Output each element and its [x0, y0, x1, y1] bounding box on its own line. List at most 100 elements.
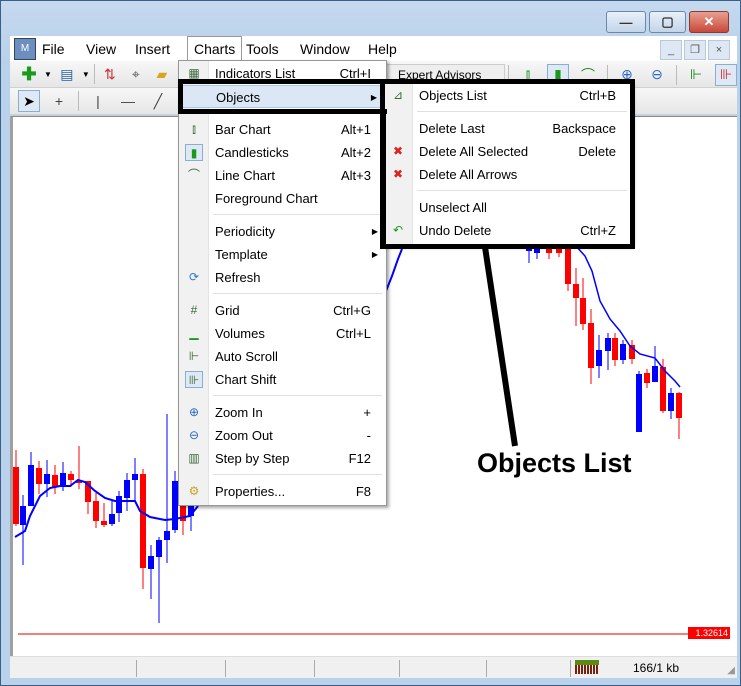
candle-body	[588, 323, 594, 368]
menu-item-shortcut: -	[366, 428, 371, 443]
candle-body	[76, 481, 82, 483]
menu-window[interactable]: Window	[300, 41, 350, 57]
resize-grip-icon[interactable]: ◢	[727, 665, 735, 676]
status-bar: 166/1 kb ◢	[10, 656, 737, 678]
candle-body	[20, 506, 26, 525]
mdi-close-button[interactable]: ×	[708, 40, 730, 60]
mdi-minimize-button[interactable]: _	[660, 40, 682, 60]
bar-chart-icon[interactable]: ⫾	[525, 66, 531, 82]
menu-item-label: Auto Scroll	[215, 349, 278, 364]
menu-item-objects-list[interactable]: ⊿ Objects List Ctrl+B	[385, 84, 629, 107]
line-chart-icon[interactable]: ⌒	[581, 66, 595, 83]
candle-body	[124, 480, 130, 498]
candle-body	[636, 374, 642, 432]
menu-item-delete-all-arrows[interactable]: ✖ Delete All Arrows	[385, 163, 629, 186]
candle-body	[28, 465, 34, 506]
menu-item-shortcut: Alt+1	[341, 122, 371, 137]
new-chart-icon[interactable]: ✚	[21, 63, 37, 84]
horizontal-line-icon[interactable]: —	[121, 93, 135, 109]
menu-bar: M File View Insert Charts Tools Window H…	[10, 36, 737, 61]
menu-item-step-by-step[interactable]: ▥ Step by Step F12	[181, 447, 384, 470]
menu-item-delete-all-selected[interactable]: ✖ Delete All Selected Delete	[385, 140, 629, 163]
menu-item-delete-last[interactable]: Delete Last Backspace	[385, 117, 629, 140]
menu-item-shortcut: Ctrl+I	[339, 66, 371, 81]
auto-scroll-icon: ⊩	[188, 349, 200, 363]
menu-file[interactable]: File	[42, 41, 65, 57]
candle-body	[605, 338, 611, 351]
crosshair-tool-icon[interactable]: +	[54, 93, 64, 109]
vertical-line-icon[interactable]: |	[96, 93, 100, 109]
menu-item-periodicity[interactable]: Periodicity ▶	[181, 220, 384, 243]
submenu-arrow-icon: ▶	[371, 250, 378, 259]
menu-item-unselect-all[interactable]: Unselect All	[385, 196, 629, 219]
zoom-in-icon[interactable]: ⊕	[621, 66, 633, 82]
menu-item-shortcut: +	[363, 405, 371, 420]
grid-icon: #	[190, 303, 198, 317]
line-chart-icon: ⌒	[187, 168, 200, 182]
menu-insert[interactable]: Insert	[135, 41, 171, 57]
navigator-folder-icon[interactable]: ▰	[156, 65, 168, 82]
candle-body	[148, 556, 154, 569]
menu-item-refresh[interactable]: ⟳ Refresh	[181, 266, 384, 289]
candle-body	[546, 249, 552, 253]
menu-item-grid[interactable]: # Grid Ctrl+G	[181, 299, 384, 322]
crosshair-icon[interactable]: ⌖	[131, 65, 140, 82]
menu-item-label: Undo Delete	[419, 223, 492, 238]
menu-item-zoom-in[interactable]: ⊕ Zoom In +	[181, 401, 384, 424]
menu-tools[interactable]: Tools	[246, 41, 279, 57]
maximize-button[interactable]: ▢	[649, 11, 686, 33]
candle-body	[526, 247, 532, 251]
menu-item-chart-shift[interactable]: ⊪ Chart Shift	[181, 368, 384, 391]
menu-item-label: Objects List	[419, 88, 487, 103]
trendline-icon[interactable]: ╱	[153, 92, 163, 109]
indicators-icon: ▦	[188, 66, 200, 80]
menu-item-volumes[interactable]: ▁ Volumes Ctrl+L	[181, 322, 384, 345]
menu-charts[interactable]: Charts	[187, 36, 243, 61]
menu-item-label: Delete Last	[419, 121, 485, 136]
connection-status-icon[interactable]	[575, 660, 599, 674]
menu-item-foreground-chart[interactable]: Foreground Chart	[181, 187, 384, 210]
menu-item-bar-chart[interactable]: ⫾ Bar Chart Alt+1	[181, 118, 384, 141]
menu-item-line-chart[interactable]: ⌒ Line Chart Alt+3	[181, 164, 384, 187]
profiles-icon[interactable]: ▤	[60, 65, 74, 82]
maximize-icon: ▢	[661, 14, 674, 29]
menu-view[interactable]: View	[86, 41, 117, 57]
menu-item-properties[interactable]: ⚙ Properties... F8	[181, 480, 384, 503]
menu-item-label: Unselect All	[419, 200, 487, 215]
menu-help[interactable]: Help	[368, 41, 397, 57]
market-watch-icon[interactable]: ⇅	[103, 65, 116, 82]
menu-item-candlesticks[interactable]: ▮ Candlesticks Alt+2	[181, 141, 384, 164]
dropdown-arrow-icon[interactable]: ▼	[81, 69, 90, 79]
menu-item-undo-delete[interactable]: ↶ Undo Delete Ctrl+Z	[385, 219, 629, 242]
menu-item-indicators-list[interactable]: ▦ Indicators List Ctrl+I	[181, 62, 384, 85]
menu-item-label: Grid	[215, 303, 240, 318]
menu-item-shortcut: Ctrl+B	[579, 88, 616, 103]
close-button[interactable]: ✕	[689, 11, 729, 33]
menu-item-shortcut: Alt+2	[341, 145, 371, 160]
refresh-icon: ⟳	[188, 270, 200, 284]
cursor-icon[interactable]: ➤	[18, 90, 40, 112]
minimize-button[interactable]: —	[606, 11, 646, 33]
menu-item-objects[interactable]: Objects ▶	[181, 85, 384, 108]
close-icon: ✕	[703, 14, 715, 29]
chart-shift-icon[interactable]: ⊪	[715, 63, 737, 86]
toolbar-separator	[607, 64, 608, 85]
menu-item-auto-scroll[interactable]: ⊩ Auto Scroll	[181, 345, 384, 368]
menu-separator	[213, 395, 382, 396]
zoom-out-icon[interactable]: ⊖	[651, 66, 663, 82]
moving-average-line	[14, 478, 199, 538]
menu-item-shortcut: Ctrl+G	[333, 303, 371, 318]
candlesticks-icon: ▮	[185, 144, 203, 161]
objects-submenu: ⊿ Objects List Ctrl+B Delete Last Backspace ✖…	[382, 82, 632, 246]
dropdown-arrow-icon[interactable]: ▼	[44, 69, 52, 79]
candle-body	[109, 514, 115, 524]
menu-item-label: Zoom Out	[215, 428, 273, 443]
traffic-status: 166/1 kb	[633, 661, 680, 675]
menu-item-shortcut: Backspace	[552, 121, 616, 136]
menu-item-zoom-out[interactable]: ⊖ Zoom Out -	[181, 424, 384, 447]
bar-chart-icon: ⫾	[192, 122, 196, 136]
menu-item-template[interactable]: Template ▶	[181, 243, 384, 266]
auto-scroll-icon[interactable]: ⊩	[689, 66, 703, 82]
mdi-restore-button[interactable]: ❐	[684, 40, 706, 60]
candle-body	[93, 501, 99, 521]
